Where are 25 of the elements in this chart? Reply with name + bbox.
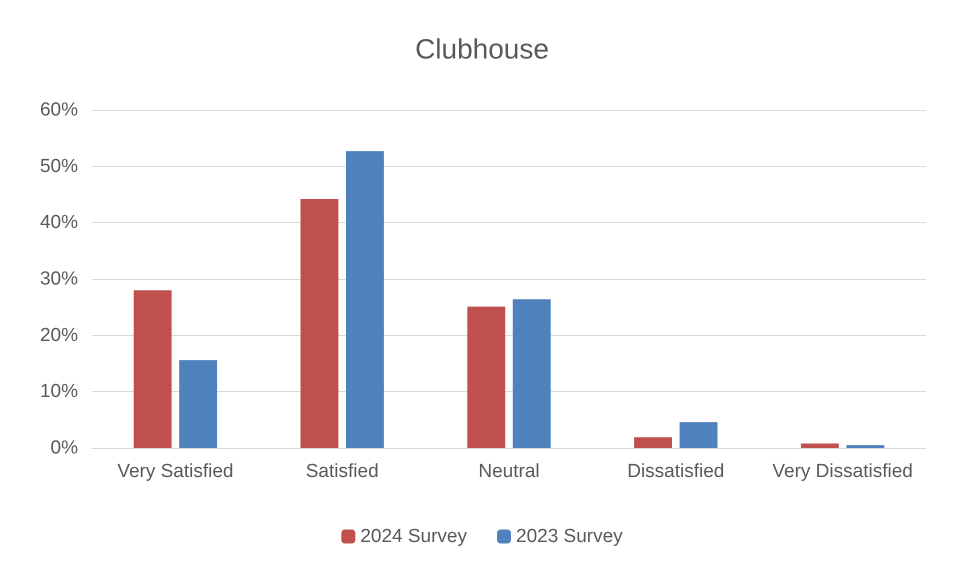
bar <box>512 299 551 448</box>
bar <box>800 443 839 448</box>
bar <box>346 151 384 448</box>
bar <box>846 445 884 448</box>
y-tick-label: 60% <box>40 100 78 120</box>
bar <box>634 437 672 448</box>
bar <box>134 290 172 448</box>
y-tick-label: 50% <box>40 156 78 177</box>
bar <box>680 422 718 448</box>
y-tick-label: 30% <box>40 268 78 290</box>
y-tick-label: 40% <box>40 212 78 234</box>
bar <box>467 306 506 448</box>
legend-label: 2023 Survey <box>516 526 624 547</box>
x-tick-label: Dissatisfied <box>627 461 724 482</box>
bar <box>300 199 338 448</box>
y-tick-label: 10% <box>40 381 78 402</box>
x-tick-label: Neutral <box>478 461 540 482</box>
x-tick-label: Very Satisfied <box>117 461 234 482</box>
legend-label: 2024 Survey <box>360 526 468 547</box>
chart-title: Clubhouse <box>415 34 549 64</box>
y-tick-label: 0% <box>50 438 78 458</box>
bar <box>179 360 218 448</box>
x-tick-label: Very Dissatisfied <box>772 461 913 482</box>
x-tick-label: Satisfied <box>306 461 379 482</box>
y-tick-label: 20% <box>40 324 78 346</box>
